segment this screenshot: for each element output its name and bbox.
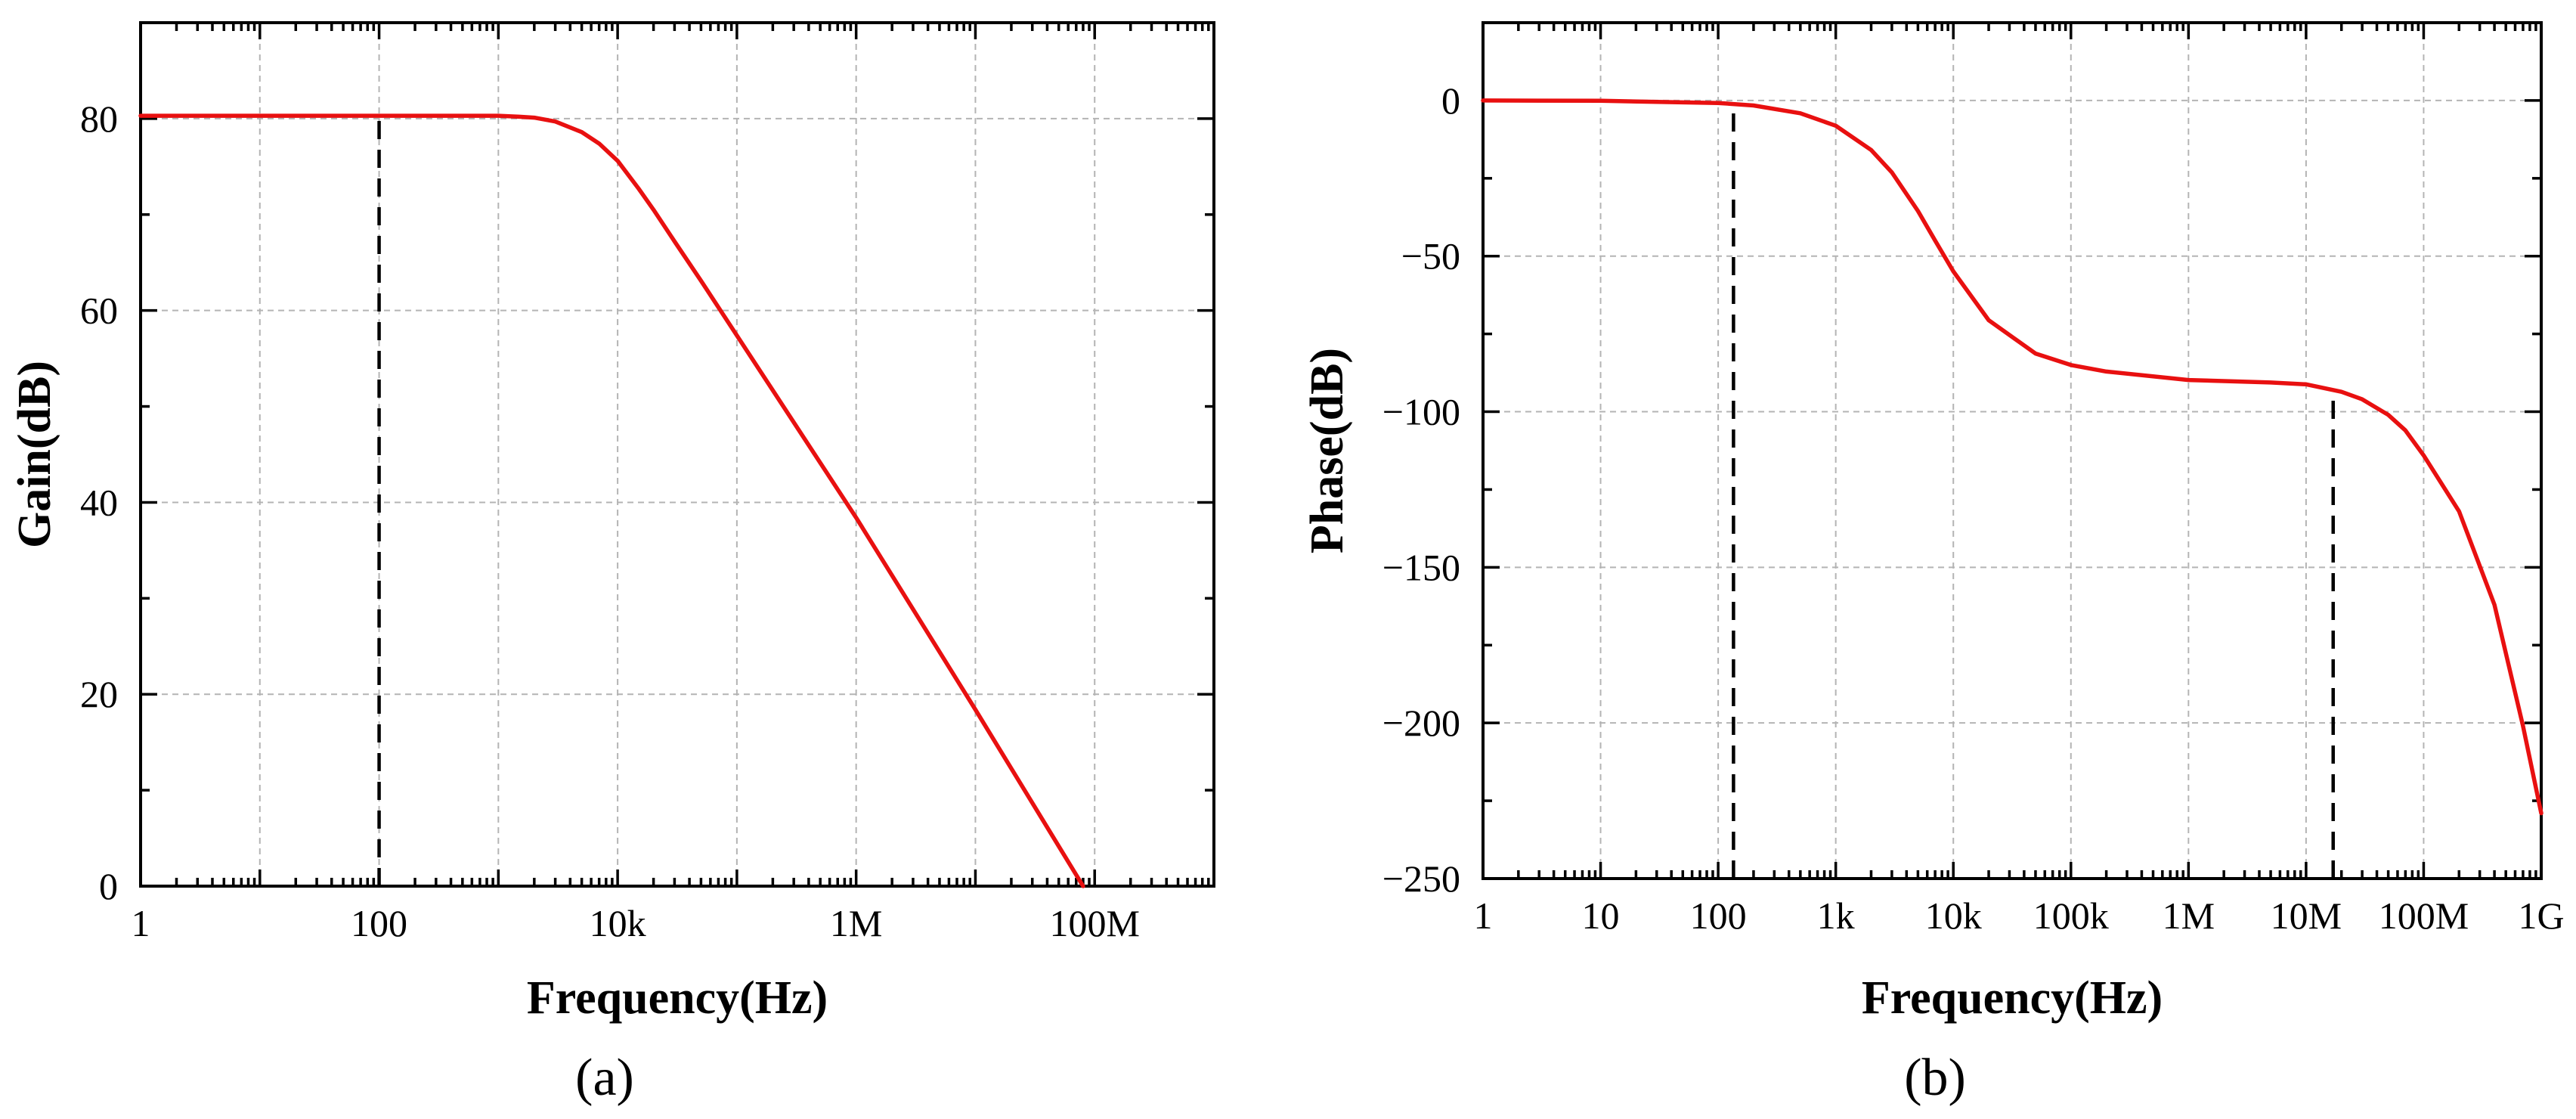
gain-chart-y-axis-title: Gain(dB): [9, 361, 60, 548]
gain-y-tick-label: 40: [80, 481, 118, 523]
gain-y-tick-label: 20: [80, 673, 118, 715]
phase-x-tick-label: 1k: [1817, 894, 1855, 937]
phase-chart-y-axis-title: Phase(dB): [1302, 348, 1353, 553]
phase-chart-x-axis-title: Frequency(Hz): [1862, 972, 2163, 1024]
gain-chart-panel: 1 100 10k 1M 100M 0 20 40 60 80 Frequency(Hz) Ga…: [9, 21, 1215, 1107]
gain-x-tick-label: 100: [351, 902, 407, 944]
panel-label-a: (a): [575, 1049, 634, 1107]
phase-y-tick-label: 0: [1441, 79, 1460, 122]
gain-curve: [138, 113, 1085, 888]
gain-chart-grid: [141, 23, 1214, 886]
phase-x-tick-label: 10k: [1925, 894, 1982, 937]
gain-chart-ticks: [139, 21, 1215, 888]
gain-y-tick-label: 80: [80, 98, 118, 140]
phase-x-tick-label: 100: [1690, 894, 1747, 937]
phase-x-tick-label: 10M: [2271, 894, 2342, 937]
phase-chart-markers: [1732, 104, 2335, 879]
phase-x-tick-label: 1: [1474, 894, 1493, 937]
gain-x-tick-label: 1: [132, 902, 150, 944]
phase-chart-frame: [1482, 21, 2543, 880]
phase-y-tick-label: −150: [1382, 546, 1460, 588]
phase-chart-ticks: [1482, 21, 2543, 880]
gain-chart-y-tick-labels: 0 20 40 60 80: [80, 98, 118, 907]
gain-x-tick-label: 1M: [830, 902, 882, 944]
phase-x-tick-label: 10: [1582, 894, 1620, 937]
phase-chart-panel: 1 10 100 1k 10k 100k 1M 10M 100M 1G 0 −50 −100 −150 −…: [1302, 21, 2565, 1107]
gain-y-tick-label: 60: [80, 290, 118, 332]
gain-x-tick-label: 100M: [1049, 902, 1139, 944]
phase-curve: [1481, 98, 2543, 816]
gain-chart-x-axis-title: Frequency(Hz): [527, 972, 828, 1024]
panel-label-b: (b): [1904, 1049, 1966, 1107]
gain-chart-series: [138, 113, 1085, 888]
phase-y-tick-label: −50: [1401, 235, 1460, 277]
phase-x-tick-label: 1M: [2163, 894, 2215, 937]
phase-y-tick-label: −250: [1382, 857, 1460, 900]
phase-x-tick-label: 1G: [2518, 894, 2564, 937]
phase-chart-grid: [1483, 23, 2541, 879]
phase-x-tick-label: 100M: [2379, 894, 2469, 937]
phase-chart-series: [1481, 98, 2543, 816]
gain-chart-x-tick-labels: 1 100 10k 1M 100M: [132, 902, 1140, 944]
phase-x-tick-label: 100k: [2033, 894, 2109, 937]
gain-x-tick-label: 10k: [590, 902, 646, 944]
phase-y-tick-label: −100: [1382, 391, 1460, 433]
phase-chart-x-tick-labels: 1 10 100 1k 10k 100k 1M 10M 100M 1G: [1474, 894, 2565, 937]
phase-y-tick-label: −200: [1382, 702, 1460, 744]
gain-y-tick-label: 0: [99, 865, 118, 907]
phase-chart-y-tick-labels: 0 −50 −100 −150 −200 −250: [1382, 79, 1460, 900]
gain-chart-frame: [139, 21, 1215, 888]
